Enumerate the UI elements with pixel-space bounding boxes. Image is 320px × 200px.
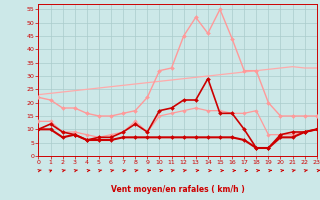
X-axis label: Vent moyen/en rafales ( km/h ): Vent moyen/en rafales ( km/h ) (111, 185, 244, 194)
